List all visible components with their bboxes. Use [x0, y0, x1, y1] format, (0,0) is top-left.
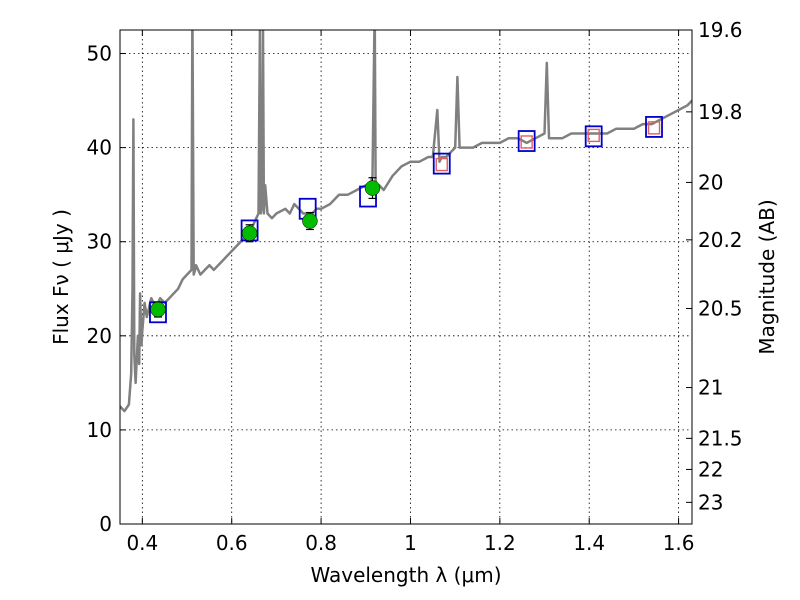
x-tick-label: 1.4: [573, 531, 605, 555]
y-tick-label: 0: [99, 512, 112, 536]
data-series: [120, 30, 692, 413]
x-tick-label: 1.6: [663, 531, 695, 555]
x-tick-label: 1.2: [484, 531, 516, 555]
model-photometry-square: [584, 125, 603, 148]
optical-observed-point: [364, 180, 381, 196]
y-tick-label: 20: [87, 324, 112, 348]
plot-frame: [119, 29, 693, 525]
x-tick-label: 0.4: [126, 531, 158, 555]
y-tick-label: 30: [87, 230, 112, 254]
y2-tick-label: 19.8: [698, 100, 743, 124]
grid-lines: [120, 30, 692, 525]
x-axis-title: Wavelength λ (μm): [310, 563, 501, 587]
y2-tick-label: 20.2: [698, 228, 743, 252]
y2-tick-label: 22: [698, 457, 723, 481]
y2-tick-label: 23: [698, 490, 723, 514]
x-tick-label: 0.8: [305, 531, 337, 555]
y2-tick-label: 21: [698, 376, 723, 400]
optical-observed-point: [241, 225, 258, 241]
axes: 0.4 0.6 0.8 1 1.2 1.4 1.6 0 10 20 30 40 50 19.6 19.8 20…: [87, 18, 743, 555]
optical-observed-point: [150, 301, 166, 318]
model-photometry-square: [432, 152, 451, 175]
y-tick-label: 40: [87, 136, 112, 160]
y-tick-label: 50: [87, 42, 112, 66]
nir-observed-square: [647, 121, 661, 135]
model-photometry-square: [517, 130, 536, 152]
nir-observed-square: [435, 157, 448, 172]
x-tick-label: 1: [404, 531, 417, 555]
nir-observed-square: [520, 135, 533, 149]
y-axis-title: Flux Fν ( μJy ): [49, 209, 73, 345]
y2-axis-title: Magnitude (AB): [755, 199, 779, 354]
y2-tick-label: 21.5: [698, 426, 743, 450]
y2-tick-label: 20: [698, 170, 723, 194]
model-photometry-square: [645, 116, 663, 138]
nir-observed-square: [587, 128, 600, 143]
y2-tick-label: 20.5: [698, 297, 743, 321]
y-tick-label: 10: [87, 418, 112, 442]
spectrum-line: [120, 30, 692, 413]
y2-tick-label: 19.6: [698, 18, 743, 42]
x-tick-label: 0.6: [216, 531, 248, 555]
optical-observed-point: [302, 213, 318, 229]
